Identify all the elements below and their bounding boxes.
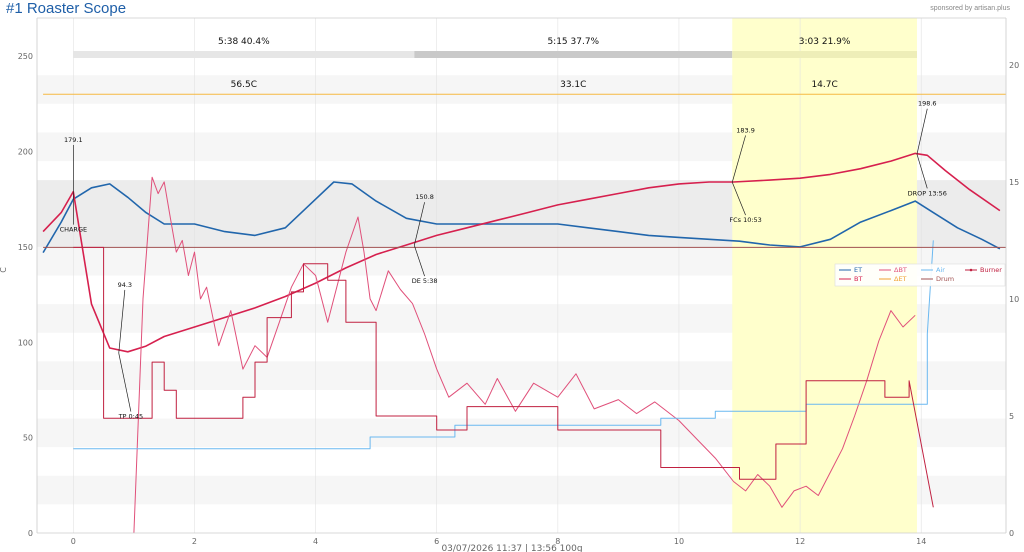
x-tick-label: 2 bbox=[192, 537, 197, 546]
x-tick-label: 10 bbox=[674, 537, 684, 546]
event-annotations: 179.1 CHARGE 94.3 TP 0:45 150.8 DE 5:38 183.9 F… bbox=[60, 100, 947, 421]
annotation-leader bbox=[731, 135, 746, 183]
x-tick-label: 12 bbox=[795, 537, 805, 546]
grid-lines bbox=[43, 18, 1006, 533]
annotation-leader bbox=[731, 182, 746, 216]
chart-title: #1 Roaster Scope bbox=[6, 0, 127, 17]
phase-time-label: 5:15 37.7% bbox=[547, 37, 599, 47]
phase-bar bbox=[414, 51, 733, 58]
x-tick-label: 8 bbox=[555, 537, 560, 546]
y2-tick-label: 10 bbox=[1009, 295, 1019, 304]
y2-tick-label: 5 bbox=[1009, 412, 1014, 421]
marker-dot-icon bbox=[969, 268, 973, 272]
series-burner bbox=[73, 246, 934, 508]
phase-ror-label: 14.7C bbox=[811, 80, 837, 90]
y-tick-label: 200 bbox=[18, 148, 33, 157]
series-air bbox=[73, 240, 934, 450]
y-axis-label: C bbox=[0, 267, 8, 273]
y-tick-label: 100 bbox=[18, 338, 33, 347]
y-tick-label: 150 bbox=[18, 243, 33, 252]
event-value-label: 179.1 bbox=[64, 136, 83, 144]
legend-item-label: Drum bbox=[936, 275, 954, 283]
series-bt bbox=[42, 152, 1001, 353]
x-tick-label: 14 bbox=[916, 537, 926, 546]
y2-tick-label: 0 bbox=[1009, 529, 1014, 538]
phase-ror-label: 56.5C bbox=[231, 80, 257, 90]
y2-tick-label: 20 bbox=[1009, 61, 1019, 70]
annotation-leader bbox=[118, 353, 132, 412]
series-delta-bt bbox=[133, 176, 916, 534]
event-label: DE 5:38 bbox=[412, 277, 438, 285]
legend-item-label: Air bbox=[936, 266, 945, 274]
y2-tick-label: 15 bbox=[1009, 178, 1019, 187]
annotation-leader bbox=[916, 108, 928, 155]
roast-footer: 03/07/2026 11:37 | 13:56 100g bbox=[441, 544, 582, 552]
phase-bars: 5:38 40.4% 56.5C 5:15 37.7% 33.1C 3:03 21.9%… bbox=[73, 37, 917, 90]
y-tick-label: 250 bbox=[18, 52, 33, 61]
legend-box bbox=[834, 263, 1006, 287]
legend-item-label: ET bbox=[854, 266, 862, 274]
legend-item-label: ΔET bbox=[894, 275, 907, 283]
annotation-leader bbox=[413, 245, 425, 277]
x-tick-label: 0 bbox=[71, 537, 76, 546]
phase-bar bbox=[73, 51, 415, 58]
legend-item-label: Burner bbox=[980, 266, 1002, 274]
phase-time-label: 3:03 21.9% bbox=[799, 37, 851, 47]
event-value-label: 150.8 bbox=[415, 193, 434, 201]
event-label: DROP 13:56 bbox=[908, 189, 947, 197]
legend-item-label: BT bbox=[854, 275, 862, 283]
phase-ror-label: 33.1C bbox=[560, 80, 586, 90]
y-tick-label: 50 bbox=[23, 434, 33, 443]
x-tick-label: 4 bbox=[313, 537, 318, 546]
event-value-label: 183.9 bbox=[736, 126, 755, 134]
phase-bar bbox=[732, 51, 917, 58]
x-tick-label: 6 bbox=[434, 537, 439, 546]
sponsor-text: sponsored by artisan.plus bbox=[930, 5, 1010, 12]
chart-legend[interactable]: ET ΔBT Air Burner BT ΔET Drum bbox=[834, 263, 1006, 287]
event-label: TP 0:45 bbox=[118, 413, 144, 421]
annotation-leader bbox=[118, 289, 126, 354]
event-label: FCs 10:53 bbox=[729, 216, 761, 224]
annotation-leader bbox=[916, 154, 928, 189]
phase-time-label: 5:38 40.4% bbox=[218, 37, 270, 47]
series-lines bbox=[42, 152, 1006, 534]
event-value-label: 198.6 bbox=[918, 100, 937, 108]
y-tick-label: 0 bbox=[28, 529, 33, 538]
annotation-leader bbox=[413, 202, 425, 246]
event-value-label: 94.3 bbox=[118, 281, 132, 289]
legend-item-label: ΔBT bbox=[894, 266, 907, 274]
event-label: CHARGE bbox=[60, 226, 88, 234]
axes: 0501001502002500510152002468101214C bbox=[0, 17, 1019, 546]
